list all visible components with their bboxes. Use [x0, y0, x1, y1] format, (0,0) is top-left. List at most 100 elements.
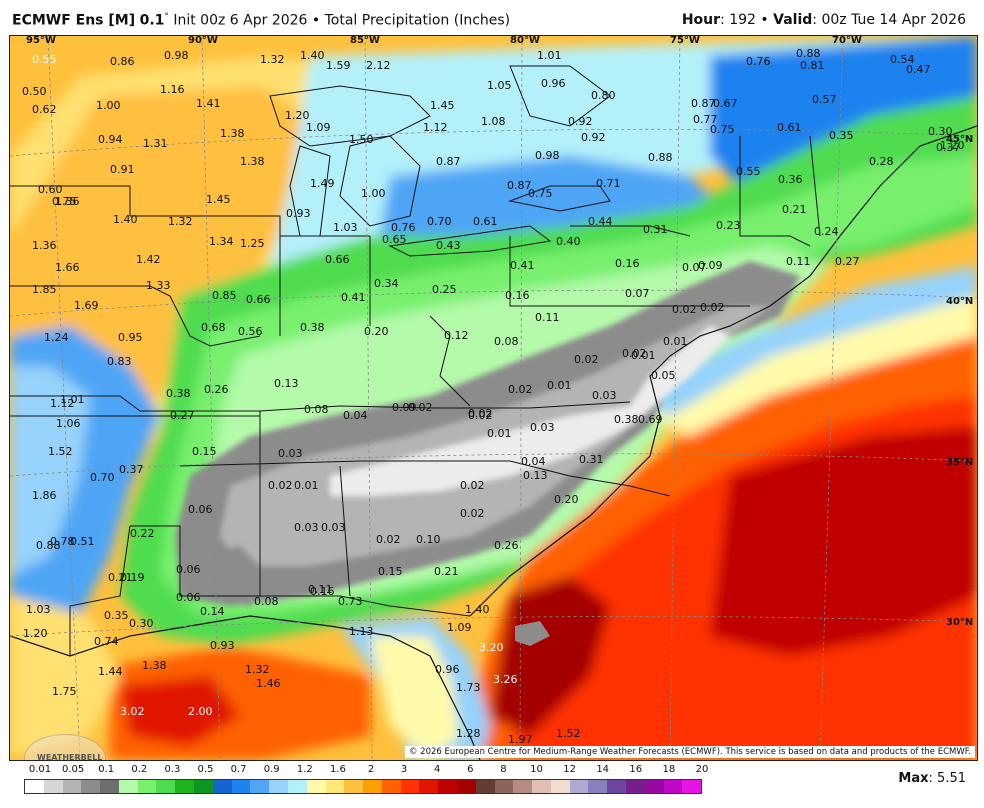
precip-value-label: 1.08 [481, 115, 506, 128]
precip-value-label: 0.37 [119, 463, 144, 476]
lon-label: 80°W [510, 35, 540, 46]
legend-tick-label: 8 [500, 764, 507, 775]
precip-value-label: 0.68 [201, 321, 226, 334]
precip-value-label: 0.93 [286, 207, 311, 220]
precip-value-label: 0.02 [268, 479, 293, 492]
precip-value-label: 0.56 [238, 325, 263, 338]
precip-value-label: 1.00 [96, 99, 121, 112]
precip-value-label: 1.12 [50, 397, 75, 410]
precip-value-label: 0.15 [192, 445, 217, 458]
precip-value-label: 0.20 [554, 493, 579, 506]
precip-value-label: 0.47 [906, 63, 931, 76]
precip-value-label: 1.66 [55, 261, 80, 274]
precip-value-label: 0.61 [777, 121, 802, 134]
legend-swatch [156, 780, 176, 793]
legend-swatch [43, 780, 63, 793]
precip-value-label: 0.01 [294, 479, 319, 492]
precip-value-label: 1.28 [456, 727, 481, 740]
precip-value-label: 0.07 [625, 287, 650, 300]
precip-value-label: 0.76 [746, 55, 771, 68]
boundaries [10, 65, 977, 760]
legend-tick-label: 14 [596, 764, 610, 775]
precip-value-label: 1.03 [333, 221, 358, 234]
precip-value-label: 0.81 [800, 59, 825, 72]
precip-value-label: 0.09 [392, 401, 417, 414]
max-number: 5.51 [937, 771, 966, 786]
precip-value-label: 1.59 [326, 59, 351, 72]
precip-value-label: 0.37 [936, 141, 961, 154]
precip-value-label: 0.88 [648, 151, 673, 164]
legend-tick-label: 12 [563, 764, 576, 775]
precip-value-label: 0.03 [530, 421, 555, 434]
precip-value-label: 0.02 [622, 347, 647, 360]
precip-value-label: 0.67 [713, 97, 738, 110]
max-value: Max: 5.51 [898, 771, 966, 786]
legend-ticks: 0.01 0.05 0.1 0.2 0.3 0.5 0.7 0.9 1.2 1.6 2 3 4 6 8 10 1… [24, 762, 709, 776]
precip-value-label: 0.26 [494, 539, 519, 552]
precip-value-label: 0.06 [176, 563, 201, 576]
precip-value-label: 1.40 [465, 603, 490, 616]
precip-value-label: 3.26 [493, 673, 518, 686]
legend-swatch [456, 780, 476, 793]
precip-value-label: 0.43 [436, 239, 461, 252]
precip-value-label: 1.03 [26, 603, 51, 616]
precip-value-label: 0.87 [691, 97, 716, 110]
header-bar: ECMWF Ens [M] 0.1° Init 00z 6 Apr 2026 •… [0, 0, 984, 34]
precip-value-label: 0.12 [444, 329, 469, 342]
precip-value-label: 0.28 [869, 155, 894, 168]
precip-value-label: 0.30 [129, 617, 154, 630]
lon-label: 70°W [832, 35, 862, 46]
precip-value-label: 0.93 [210, 639, 235, 652]
legend-tick-label: 18 [662, 764, 676, 775]
precip-value-label: 0.34 [374, 277, 399, 290]
precip-value-label: 0.51 [70, 535, 95, 548]
precip-value-label: 0.95 [118, 331, 143, 344]
precip-value-label: 1.33 [146, 279, 171, 292]
precipitation-map: 95°W 90°W 85°W 80°W 75°W 70°W 45°N 40°N … [9, 35, 978, 761]
precip-value-label: 1.36 [55, 195, 80, 208]
precip-value-label: 0.16 [615, 257, 640, 270]
precip-value-label: 1.05 [487, 79, 512, 92]
precip-value-label: 0.14 [200, 605, 225, 618]
lon-label: 75°W [670, 35, 700, 46]
precip-value-label: 0.36 [778, 173, 803, 186]
precip-value-label: 1.97 [508, 733, 533, 746]
precip-value-label: 0.38 [166, 387, 191, 400]
max-label: Max [898, 771, 929, 786]
legend-tick-label: 0.05 [61, 764, 85, 775]
precip-value-label: 0.26 [204, 383, 229, 396]
legend-swatch [438, 780, 457, 793]
precip-value-label: 0.15 [378, 565, 403, 578]
precip-value-label: 1.25 [240, 237, 265, 250]
legend-swatch [25, 780, 44, 793]
precip-value-label: 1.41 [196, 97, 221, 110]
precip-value-label: 0.10 [416, 533, 441, 546]
precip-value-label: 1.01 [60, 393, 85, 406]
precip-value-label: 2.12 [366, 59, 391, 72]
legend-tick-label: 16 [629, 764, 643, 775]
logo-text: WEATHERBELL [37, 753, 103, 761]
precip-value-label: 0.44 [588, 215, 613, 228]
precip-value-label: 1.01 [537, 49, 562, 62]
map-title: ECMWF Ens [M] 0.1° Init 00z 6 Apr 2026 •… [12, 12, 511, 29]
legend-tick-label: 0.9 [263, 764, 280, 775]
precip-value-label: 2.00 [188, 705, 213, 718]
precip-value-label: 1.69 [74, 299, 99, 312]
precip-value-label: 0.13 [523, 469, 548, 482]
precip-value-label: 0.02 [460, 479, 485, 492]
precip-value-label: 0.85 [212, 289, 237, 302]
dry-core-inner [330, 326, 730, 496]
title-separator: • [311, 12, 321, 29]
precip-value-label: 0.27 [835, 255, 860, 268]
precip-value-label: 1.06 [56, 417, 81, 430]
legend-swatch [607, 780, 626, 793]
legend-swatch [550, 780, 570, 793]
field-name: Total Precipitation (Inches) [324, 12, 511, 29]
precip-value-label: 0.40 [556, 235, 581, 248]
graticule [10, 36, 977, 760]
precip-value-label: 0.91 [110, 163, 135, 176]
precipitation-field [10, 36, 977, 760]
legend-swatch [194, 780, 213, 793]
precip-value-label: 0.50 [22, 85, 47, 98]
precip-value-label: 0.55 [32, 53, 57, 66]
